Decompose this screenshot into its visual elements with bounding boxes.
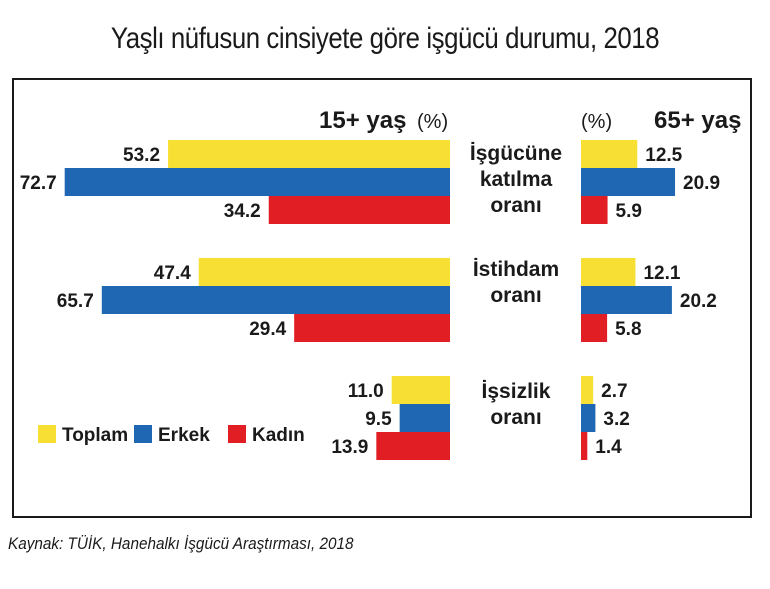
bar-65plus-toplam-1 bbox=[581, 258, 636, 286]
category-label-0-1: katılma bbox=[480, 168, 553, 191]
label-15plus-kadin-1: 29.4 bbox=[249, 319, 286, 340]
bar-15plus-toplam-2 bbox=[391, 376, 450, 404]
category-label-2-0: İşsizlik bbox=[482, 380, 551, 403]
bar-15plus-erkek-2 bbox=[399, 404, 450, 432]
label-65plus-kadin-0: 5.9 bbox=[616, 201, 642, 222]
label-15plus-kadin-0: 34.2 bbox=[224, 201, 261, 222]
bar-15plus-toplam-0 bbox=[168, 140, 451, 168]
label-65plus-kadin-1: 5.8 bbox=[615, 319, 641, 340]
bar-65plus-kadin-1 bbox=[581, 314, 608, 342]
chart-frame: 15+ yaş (%) (%) 65+ yaş 53.2 47.4 11.0 72.7 65.7… bbox=[12, 78, 752, 518]
left-panel-title: 15+ yaş bbox=[319, 107, 406, 134]
category-label-1-0: İstihdam bbox=[473, 258, 559, 281]
legend-swatch-kadin bbox=[228, 425, 246, 443]
bar-65plus-erkek-2 bbox=[581, 404, 596, 432]
legend-swatch-toplam bbox=[38, 425, 56, 443]
label-65plus-toplam-0: 12.5 bbox=[645, 145, 682, 166]
label-15plus-toplam-1: 47.4 bbox=[154, 263, 191, 284]
label-15plus-toplam-2: 11.0 bbox=[348, 381, 384, 402]
bar-65plus-kadin-0 bbox=[581, 196, 608, 224]
legend-label-kadin: Kadın bbox=[252, 425, 305, 446]
label-15plus-toplam-0: 53.2 bbox=[123, 145, 160, 166]
label-65plus-erkek-1: 20.2 bbox=[680, 291, 717, 312]
bar-15plus-kadin-0 bbox=[268, 196, 450, 224]
label-15plus-erkek-1: 65.7 bbox=[57, 291, 94, 312]
label-15plus-erkek-0: 72.7 bbox=[20, 173, 57, 194]
legend-swatch-erkek bbox=[134, 425, 152, 443]
bar-15plus-erkek-0 bbox=[64, 168, 450, 196]
chart-svg: 15+ yaş (%) (%) 65+ yaş 53.2 47.4 11.0 72.7 65.7… bbox=[20, 107, 741, 460]
bar-65plus-toplam-2 bbox=[581, 376, 594, 404]
legend-label-erkek: Erkek bbox=[158, 425, 210, 446]
bar-15plus-kadin-2 bbox=[376, 432, 450, 460]
label-15plus-erkek-2: 9.5 bbox=[365, 409, 392, 430]
legend-label-toplam: Toplam bbox=[62, 425, 128, 446]
bar-65plus-toplam-0 bbox=[581, 140, 638, 168]
category-label-2-1: oranı bbox=[490, 406, 541, 429]
bar-65plus-erkek-1 bbox=[581, 286, 672, 314]
right-panel-title: 65+ yaş bbox=[654, 107, 741, 134]
category-label-0-2: oranı bbox=[490, 194, 541, 217]
label-65plus-erkek-2: 3.2 bbox=[603, 409, 629, 430]
label-65plus-toplam-2: 2.7 bbox=[601, 381, 627, 402]
bar-15plus-erkek-1 bbox=[101, 286, 450, 314]
chart-title: Yaşlı nüfusun cinsiyete göre işgücü duru… bbox=[110, 22, 660, 55]
label-65plus-kadin-2: 1.4 bbox=[595, 437, 622, 458]
label-15plus-kadin-2: 13.9 bbox=[331, 437, 368, 458]
label-65plus-erkek-0: 20.9 bbox=[683, 173, 720, 194]
bar-15plus-toplam-1 bbox=[198, 258, 450, 286]
label-65plus-toplam-1: 12.1 bbox=[643, 263, 680, 284]
right-unit-label: (%) bbox=[581, 111, 612, 133]
bar-65plus-kadin-2 bbox=[581, 432, 588, 460]
left-unit-label: (%) bbox=[417, 111, 448, 133]
source-note: Kaynak: TÜİK, Hanehalkı İşgücü Araştırma… bbox=[8, 534, 354, 553]
bar-15plus-kadin-1 bbox=[294, 314, 450, 342]
category-label-1-1: oranı bbox=[490, 284, 541, 307]
bar-65plus-erkek-0 bbox=[581, 168, 676, 196]
category-label-0-0: İşgücüne bbox=[470, 142, 562, 165]
